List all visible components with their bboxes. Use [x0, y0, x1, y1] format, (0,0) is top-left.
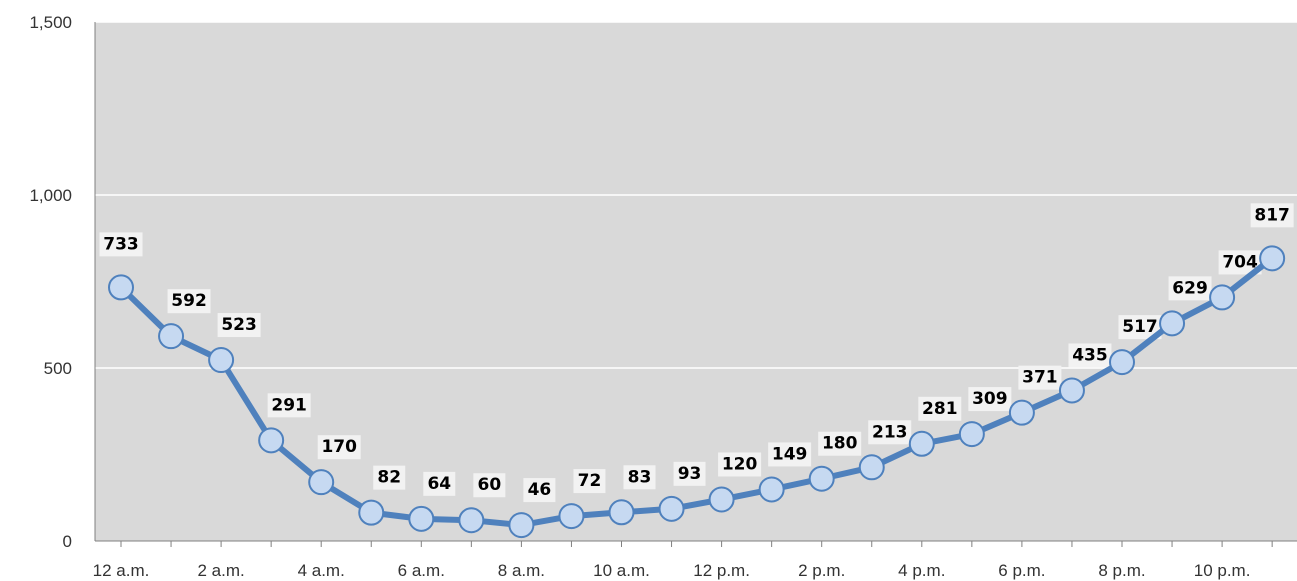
data-point-marker: [1209, 284, 1236, 311]
data-point-marker: [1058, 377, 1085, 404]
data-label: 291: [271, 395, 307, 415]
data-label: 93: [678, 464, 702, 484]
data-label: 817: [1254, 205, 1290, 225]
x-tick-label: 12 a.m.: [93, 561, 150, 580]
data-label-background: [868, 420, 912, 445]
data-label-background: [317, 435, 361, 460]
x-tick-label: 8 a.m.: [498, 561, 545, 580]
data-label: 82: [377, 468, 401, 488]
data-point-marker: [208, 347, 235, 374]
data-label-background: [373, 465, 406, 490]
x-tick-label: 2 p.m.: [798, 561, 845, 580]
data-label: 60: [478, 475, 502, 495]
data-label-background: [99, 232, 143, 257]
data-point-marker: [958, 421, 985, 448]
x-tick-label: 10 a.m.: [593, 561, 650, 580]
data-point-marker: [858, 454, 885, 481]
data-label-background: [768, 442, 812, 467]
x-tick-label: 2 a.m.: [197, 561, 244, 580]
plot-area: [95, 22, 1297, 541]
data-label-background: [167, 289, 211, 314]
y-tick-label: 0: [63, 532, 72, 551]
x-tick-label: 4 p.m.: [898, 561, 945, 580]
data-point-marker: [1159, 310, 1186, 337]
data-point-marker: [808, 465, 835, 492]
data-label: 371: [1022, 368, 1058, 388]
data-label-background: [423, 471, 456, 496]
data-label: 435: [1072, 345, 1108, 365]
data-point-marker: [358, 499, 385, 526]
y-axis-tick-labels: 0 500 1,000 1,500: [29, 13, 72, 551]
data-label-background: [573, 469, 606, 494]
data-label: 180: [822, 434, 858, 454]
gridlines: [95, 21, 1297, 369]
data-label: 170: [321, 437, 357, 457]
data-point-marker: [108, 274, 134, 301]
data-point-marker: [408, 505, 435, 532]
data-label: 120: [722, 454, 758, 474]
data-point-marker: [158, 323, 185, 350]
data-point-marker: [758, 476, 785, 503]
data-label-background: [1068, 343, 1112, 368]
data-label: 64: [427, 474, 451, 494]
data-label-background: [918, 396, 962, 421]
data-label-background: [968, 387, 1012, 412]
data-label-background: [718, 452, 762, 477]
data-point-marker: [1259, 245, 1286, 272]
data-point-marker: [608, 499, 635, 526]
data-label: 309: [972, 389, 1008, 409]
data-label-background: [818, 431, 862, 456]
data-label: 281: [922, 399, 958, 419]
data-label-background: [217, 313, 261, 338]
data-label: 46: [528, 480, 552, 500]
x-tick-label: 4 a.m.: [298, 561, 345, 580]
data-label: 629: [1172, 278, 1208, 298]
data-point-marker: [1109, 349, 1135, 376]
data-point-marker: [1008, 399, 1035, 426]
data-label-background: [1168, 276, 1212, 301]
data-label: 704: [1222, 252, 1258, 272]
data-point-marker: [458, 507, 485, 534]
data-label: 72: [578, 471, 602, 491]
x-tick-label: 10 p.m.: [1194, 561, 1251, 580]
data-point-marker: [708, 486, 735, 513]
data-label: 213: [872, 422, 908, 442]
data-label-background: [267, 393, 311, 418]
data-point-marker: [908, 430, 935, 457]
x-axis-tick-labels: 12 a.m. 2 a.m. 4 a.m. 6 a.m. 8 a.m. 10 a.m. 12…: [93, 561, 1251, 580]
x-tick-label: 8 p.m.: [1098, 561, 1145, 580]
data-label-background: [523, 478, 556, 503]
data-label-background: [1018, 365, 1062, 390]
data-label-background: [623, 465, 656, 490]
data-label: 733: [103, 234, 139, 254]
data-label-background: [473, 473, 506, 498]
x-tick-label: 6 a.m.: [398, 561, 445, 580]
data-label-background: [1250, 203, 1294, 228]
data-point-marker: [508, 512, 535, 539]
data-point-marker: [658, 495, 685, 522]
data-markers: [108, 245, 1286, 539]
data-point-marker: [258, 427, 285, 454]
data-point-marker: [558, 503, 585, 530]
data-labels: 733 592 523 291 170 82 64 60 46 72 83 93 120 149 180 21…: [103, 205, 1290, 500]
data-point-marker: [308, 469, 335, 496]
data-label: 523: [221, 315, 257, 335]
data-label: 592: [171, 291, 207, 311]
data-label: 83: [628, 467, 652, 487]
y-tick-label: 1,000: [29, 186, 72, 205]
x-tick-label: 12 p.m.: [693, 561, 750, 580]
x-axis-ticks: [120, 541, 1273, 547]
data-label-background: [673, 461, 706, 486]
y-tick-label: 500: [44, 359, 72, 378]
y-tick-label: 1,500: [29, 13, 72, 32]
x-tick-label: 6 p.m.: [998, 561, 1045, 580]
data-label: 149: [772, 444, 808, 464]
data-label: 517: [1122, 317, 1158, 337]
